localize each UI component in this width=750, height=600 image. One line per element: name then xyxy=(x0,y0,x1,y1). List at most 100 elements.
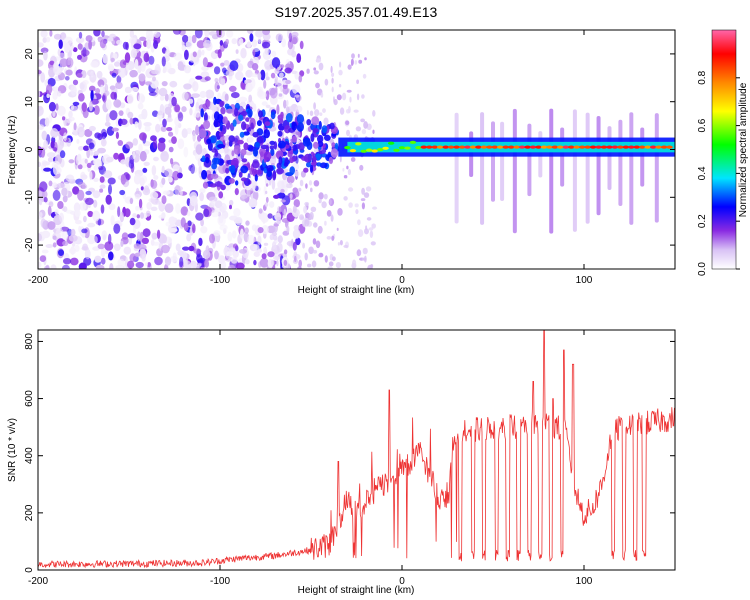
heatmap-cell xyxy=(415,146,422,150)
heatmap-cell xyxy=(84,129,93,137)
heatmap-cell xyxy=(83,145,90,151)
heatmap-cell xyxy=(278,156,283,166)
heatmap-cell xyxy=(52,164,59,176)
heatmap-cell xyxy=(524,145,531,149)
heatmap-cell xyxy=(241,158,248,163)
heatmap-cell xyxy=(44,117,50,127)
heatmap-cell xyxy=(103,170,113,179)
heatmap-cell xyxy=(292,205,297,213)
heatmap-cell xyxy=(50,128,59,138)
heatmap-cell xyxy=(295,105,303,113)
heatmap-cell xyxy=(38,161,41,167)
heatmap-cell xyxy=(70,257,79,266)
heatmap-cell xyxy=(264,47,270,55)
heatmap-cell xyxy=(94,236,98,244)
heatmap-cell xyxy=(79,82,85,90)
heatmap-cell xyxy=(45,244,54,248)
heatmap-cell xyxy=(55,228,64,238)
heatmap-cell xyxy=(254,30,264,38)
heatmap-cell xyxy=(70,104,75,111)
heatmap-cell xyxy=(361,187,365,195)
heatmap-cell xyxy=(164,93,169,102)
heatmap-cell xyxy=(512,108,517,234)
heatmap-cell xyxy=(198,128,207,139)
y-tick-label: 400 xyxy=(24,447,35,464)
heatmap-cell xyxy=(123,246,132,255)
heatmap-cell xyxy=(38,105,44,116)
heatmap-cell xyxy=(226,108,234,114)
heatmap-cell xyxy=(210,173,219,179)
heatmap-cell xyxy=(47,205,52,216)
heatmap-cell xyxy=(292,36,298,45)
heatmap-cell xyxy=(134,193,141,200)
heatmap-cell xyxy=(157,110,163,116)
heatmap-cell xyxy=(228,264,236,269)
heatmap-cell xyxy=(342,167,345,172)
heatmap-cell xyxy=(133,243,141,249)
heatmap-cell xyxy=(333,99,338,106)
heatmap-cell xyxy=(278,206,282,213)
heatmap-cell xyxy=(131,87,139,92)
heatmap-cell xyxy=(229,199,234,206)
y-tick-label: 800 xyxy=(24,333,35,350)
heatmap-cell xyxy=(81,184,88,189)
heatmap-cell xyxy=(183,83,192,90)
heatmap-cell xyxy=(309,211,314,220)
heatmap-cell xyxy=(362,247,368,255)
heatmap-cell xyxy=(267,251,275,258)
heatmap-cell xyxy=(357,53,360,58)
heatmap-cell xyxy=(339,107,345,115)
heatmap-cell xyxy=(90,71,94,78)
heatmap-cell xyxy=(168,216,176,225)
heatmap-cell xyxy=(198,164,202,175)
y-tick-label: 0 xyxy=(24,567,35,573)
heatmap-cell xyxy=(134,252,141,257)
heatmap-cell xyxy=(132,213,137,218)
heatmap-cell xyxy=(89,85,96,92)
heatmap-cell xyxy=(59,150,66,159)
heatmap-cell xyxy=(529,145,537,149)
heatmap-cell xyxy=(219,40,224,46)
heatmap-cell xyxy=(102,54,109,64)
heatmap-cell xyxy=(179,190,183,196)
heatmap-cell xyxy=(120,174,127,185)
heatmap-cell xyxy=(38,142,42,147)
heatmap-cell xyxy=(59,58,69,68)
heatmap-cell xyxy=(339,61,342,68)
heatmap-cell xyxy=(45,84,53,95)
heatmap-cell xyxy=(205,89,215,99)
heatmap-cell xyxy=(291,70,297,75)
heatmap-cell xyxy=(159,95,165,101)
heatmap-cell xyxy=(371,223,377,229)
heatmap-cell xyxy=(245,82,253,93)
heatmap-cell xyxy=(84,248,91,260)
heatmap-cell xyxy=(161,165,165,174)
heatmap-cell xyxy=(40,72,46,83)
heatmap-cell xyxy=(551,145,559,149)
heatmap-cell xyxy=(229,204,232,210)
heatmap-cell xyxy=(354,203,359,208)
heatmap-cell xyxy=(267,111,272,117)
heatmap-cell xyxy=(84,158,88,164)
heatmap-cell xyxy=(132,151,136,160)
heatmap-cell xyxy=(105,113,110,124)
heatmap-cell xyxy=(265,190,268,195)
heatmap-cell xyxy=(219,224,228,231)
heatmap-cell xyxy=(129,217,136,226)
heatmap-cell xyxy=(252,103,257,112)
heatmap-cell xyxy=(265,183,269,187)
heatmap-cell xyxy=(272,170,277,181)
heatmap-cell xyxy=(65,69,73,76)
heatmap-cell xyxy=(261,225,269,235)
heatmap-cell xyxy=(279,72,284,78)
figure-title: S197.2025.357.01.49.E13 xyxy=(275,4,438,20)
heatmap-cell xyxy=(70,228,76,237)
snr-ylabel: SNR (10 * v/v) xyxy=(7,418,18,482)
heatmap-cell xyxy=(251,62,259,71)
heatmap-cell xyxy=(292,229,301,239)
heatmap-cell xyxy=(77,126,85,138)
heatmap-cell xyxy=(137,102,144,110)
heatmap-cell xyxy=(74,244,80,252)
heatmap-cell xyxy=(166,117,173,123)
heatmap-cell xyxy=(213,66,221,75)
